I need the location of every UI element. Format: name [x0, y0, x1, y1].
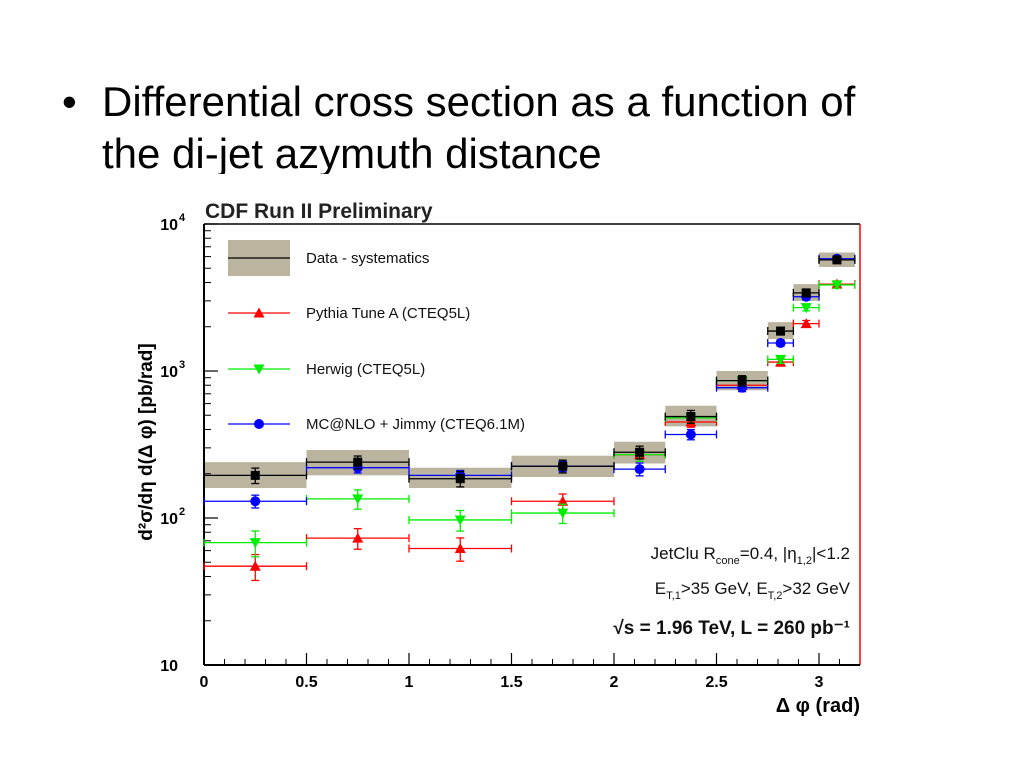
x-tick-label: 1.5 [500, 674, 522, 691]
legend-marker [254, 419, 264, 429]
data-point [832, 255, 842, 265]
data-point [686, 412, 696, 422]
legend-label: MC@NLO + Jimmy (CTEQ6.1M) [306, 416, 525, 433]
data-point [737, 376, 747, 386]
annotations: JetClu Rcone​=0.4, |η1,2​|<1.2 ET,1​>35 G… [613, 544, 850, 639]
data-point [685, 429, 696, 440]
annotation-jet-cuts: JetClu Rcone​=0.4, |η1,2​|<1.2 [651, 544, 850, 567]
data-point [800, 303, 812, 314]
data-point [831, 280, 843, 291]
y-tick-label: 10 [160, 217, 178, 234]
data-point [454, 515, 466, 526]
y-tick-exponent: 4 [179, 212, 186, 224]
x-axis-label: Δ φ (rad) [776, 695, 860, 717]
data-point [455, 474, 465, 484]
annotation-energy-luminosity: √s = 1.96 TeV, L = 260 pb⁻¹ [613, 618, 850, 639]
y-tick-label: 10 [160, 658, 178, 675]
bullet-text-line-2: the di-jet azymuth distance [102, 130, 602, 174]
data-point [775, 354, 787, 365]
bullet-text-line-1: Differential cross section as a function… [102, 78, 856, 125]
legend-label: Pythia Tune A (CTEQ5L) [306, 305, 470, 322]
y-tick-exponent: 3 [179, 359, 185, 371]
data-point [557, 495, 569, 506]
annotation-et-cuts: ET,1​>35 GeV, ET,2​>32 GeV [655, 579, 851, 602]
y-tick-label: 10 [160, 511, 178, 528]
data-point [557, 508, 569, 519]
data-point [776, 326, 786, 336]
x-tick-label: 0.5 [295, 674, 317, 691]
y-tick-label: 10 [160, 364, 178, 381]
data-point [775, 338, 786, 349]
series-square [203, 255, 856, 488]
y-tick-exponent: 2 [179, 506, 185, 518]
chart-title: CDF Run II Preliminary [205, 200, 433, 223]
data-point [352, 494, 364, 505]
data-point [635, 447, 645, 457]
x-tick-label: 2.5 [705, 674, 727, 691]
data-marks [203, 253, 856, 582]
data-point [737, 382, 748, 393]
data-point [801, 288, 811, 298]
legend-marker [253, 364, 265, 375]
x-tick-label: 0 [200, 674, 209, 691]
x-tick-label: 2 [610, 674, 619, 691]
data-point [249, 560, 261, 571]
slide-bullet-text: • Differential cross section as a functi… [62, 76, 962, 174]
systematics-band-layer [204, 252, 855, 488]
y-axis-label: d²σ/dη d(Δ φ) [pb/rad] [136, 343, 157, 540]
cross-section-chart: CDF Run II Preliminary 0 0.5 1 1.5 2 2.5 31010… [136, 200, 861, 717]
x-tick-label: 1 [405, 674, 414, 691]
series-triangle-down [203, 280, 856, 558]
data-point [634, 464, 645, 475]
data-point [250, 496, 261, 507]
legend: Data - systematics Pythia Tune A (CTEQ5L)… [228, 240, 525, 433]
data-point [800, 318, 812, 329]
bullet-marker: • [62, 78, 77, 125]
legend-label: Data - systematics [306, 250, 429, 267]
data-point [353, 457, 363, 467]
legend-marker [253, 307, 265, 318]
data-point [352, 532, 364, 543]
data-point [249, 538, 261, 549]
series-triangle-up [203, 278, 856, 582]
data-point [250, 470, 260, 480]
data-point [454, 543, 466, 554]
systematics-band [204, 252, 855, 488]
x-tick-label: 3 [815, 674, 824, 691]
legend-label: Herwig (CTEQ5L) [306, 361, 425, 378]
data-point [558, 461, 568, 471]
